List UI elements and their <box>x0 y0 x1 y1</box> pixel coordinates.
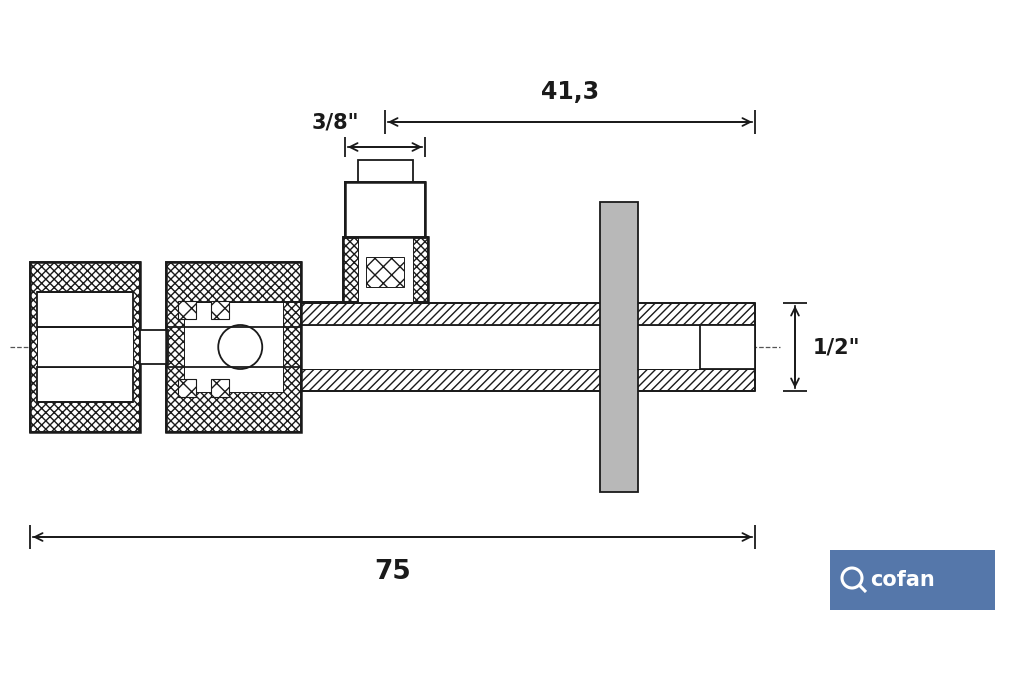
Bar <box>140 330 168 364</box>
Text: 41,3: 41,3 <box>541 80 599 104</box>
Circle shape <box>842 568 862 588</box>
Bar <box>830 550 995 610</box>
Bar <box>184 302 283 392</box>
Bar <box>211 379 229 397</box>
Bar <box>30 262 140 432</box>
Bar <box>342 237 427 302</box>
Bar <box>178 301 196 319</box>
Bar <box>211 301 229 319</box>
Bar <box>166 262 301 432</box>
Bar <box>37 367 133 402</box>
Text: 75: 75 <box>374 559 411 585</box>
Bar <box>366 257 404 287</box>
Bar <box>600 202 638 492</box>
Bar <box>345 182 425 237</box>
Bar <box>30 262 140 432</box>
Bar <box>345 182 425 237</box>
Bar <box>166 262 301 432</box>
Bar <box>357 160 413 182</box>
Text: cofan: cofan <box>870 570 935 590</box>
Bar <box>342 237 427 302</box>
Bar <box>412 182 425 237</box>
Text: 3/8": 3/8" <box>311 112 358 132</box>
Bar <box>301 303 755 325</box>
Bar <box>700 325 755 369</box>
Bar <box>301 325 755 369</box>
Bar <box>301 369 755 391</box>
Bar <box>37 292 133 327</box>
Text: 1/2": 1/2" <box>813 337 860 357</box>
Bar <box>37 327 133 367</box>
Bar <box>178 379 196 397</box>
Bar <box>357 237 413 302</box>
Bar <box>345 182 358 237</box>
